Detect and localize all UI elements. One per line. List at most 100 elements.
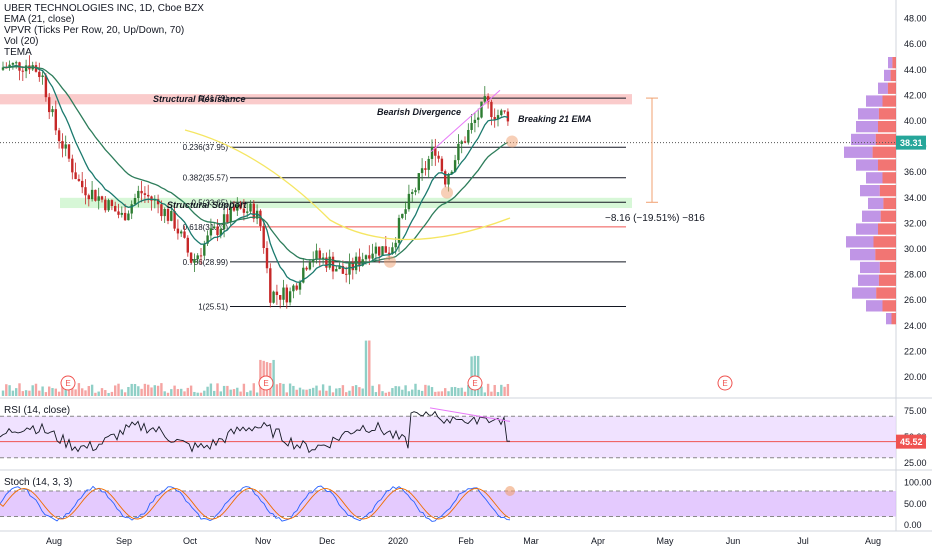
volume-bar <box>54 388 57 396</box>
candle-body <box>308 262 312 270</box>
earnings-marker <box>60 375 76 391</box>
volume-bar <box>444 388 447 396</box>
volume-bar <box>460 387 463 396</box>
volume-bar <box>381 391 384 396</box>
vpvr-bar-down <box>882 95 896 107</box>
time-tick-label: Sep <box>116 536 132 546</box>
candle-body <box>265 248 269 269</box>
candle-body <box>196 255 199 260</box>
legend-vpvr[interactable]: VPVR (Ticks Per Row, 20, Up/Down, 70) <box>4 25 185 36</box>
candle-body <box>315 250 318 260</box>
time-tick-label: 2020 <box>388 536 408 546</box>
volume-bar <box>447 391 450 396</box>
volume-bar <box>457 387 460 396</box>
rsi-value: 45.52 <box>900 437 923 447</box>
volume-bar <box>453 386 457 396</box>
volume-bar <box>292 385 295 396</box>
candle-body <box>64 144 67 149</box>
volume-bar <box>5 384 8 396</box>
volume-bar <box>38 390 41 396</box>
volume-bar <box>28 390 31 396</box>
stoch-tick-label: 50.00 <box>904 499 927 509</box>
volume-bar <box>21 391 24 396</box>
candle-body <box>506 111 510 122</box>
candle-body <box>229 206 232 223</box>
candle-body <box>147 194 150 197</box>
candle-body <box>417 173 420 191</box>
fib-level-label: 0(41.79) <box>198 94 228 103</box>
vpvr-bar-down <box>890 69 896 82</box>
volume-bar <box>401 389 404 396</box>
candle-body <box>100 196 104 200</box>
volume-bar <box>506 383 510 396</box>
candle-body <box>87 195 90 200</box>
time-tick-label: Dec <box>319 536 336 546</box>
candle-body <box>8 64 11 68</box>
volume-bar <box>338 388 341 396</box>
candle-body <box>193 259 196 263</box>
volume-bar <box>378 384 381 396</box>
volume-bar <box>160 383 163 396</box>
candle-body <box>143 193 147 195</box>
candle-body <box>160 204 163 217</box>
rsi-label[interactable]: RSI (14, close) <box>4 405 71 416</box>
earnings-marker <box>258 375 274 391</box>
volume-bar <box>123 392 127 396</box>
candle-body <box>298 282 302 290</box>
vpvr-bar-down <box>875 133 896 146</box>
volume-bar <box>305 389 308 396</box>
volume-bar <box>249 390 252 396</box>
volume-bar <box>216 383 219 396</box>
candle-body <box>1 67 5 70</box>
candle-body <box>457 143 460 161</box>
volume-bar <box>500 384 503 396</box>
stoch-k-line <box>0 485 511 522</box>
time-tick-label: Feb <box>458 536 474 546</box>
legend-ema[interactable]: EMA (21, close) <box>4 14 75 25</box>
rsi-value-badge <box>896 434 926 449</box>
volume-bar <box>15 388 18 396</box>
volume-bar <box>368 340 371 396</box>
candle-body <box>226 214 229 223</box>
vpvr-bar-up <box>860 185 880 197</box>
volume-bar <box>209 383 213 396</box>
candle-body <box>483 96 486 102</box>
last-price-value: 38.31 <box>900 138 923 148</box>
volume-bar <box>288 383 292 396</box>
candle-body <box>97 196 100 201</box>
price-tick-label: 36.00 <box>904 167 927 177</box>
volume-bar <box>335 388 338 396</box>
rsi-tick-label: 25.00 <box>904 458 927 468</box>
volume-bar <box>77 383 81 396</box>
volume-bar <box>295 389 298 396</box>
structural-support-label: Structural Support <box>167 200 247 210</box>
price-tick-label: 30.00 <box>904 244 927 254</box>
candle-body <box>450 171 453 175</box>
volume-bar <box>90 384 94 396</box>
stoch-label[interactable]: Stoch (14, 3, 3) <box>4 477 73 488</box>
candle-body <box>467 129 470 143</box>
volume-bar <box>34 383 38 396</box>
vpvr-bar-down <box>872 146 896 158</box>
candle-body <box>259 210 262 227</box>
candle-body <box>444 171 447 185</box>
volume-bar <box>417 389 420 396</box>
volume-bar <box>133 384 137 396</box>
volume-bar <box>486 383 490 396</box>
candle-body <box>206 235 209 244</box>
legend-tema[interactable]: TEMA <box>4 47 32 58</box>
candle-body <box>163 208 166 217</box>
volume-bar <box>384 392 387 396</box>
candle-body <box>447 174 450 185</box>
candle-body <box>232 206 236 211</box>
legend-vol[interactable]: Vol (20) <box>4 36 39 47</box>
volume-bar <box>189 385 193 396</box>
candle-body <box>252 203 255 219</box>
candle-body <box>351 261 354 271</box>
time-tick-label: Aug <box>46 536 62 546</box>
fib-level-label: 0.236(37.95) <box>183 143 229 152</box>
vpvr-bar-down <box>887 82 896 94</box>
vpvr-bar-down <box>880 210 896 222</box>
volume-bar <box>31 385 34 396</box>
candle-body <box>348 261 351 275</box>
